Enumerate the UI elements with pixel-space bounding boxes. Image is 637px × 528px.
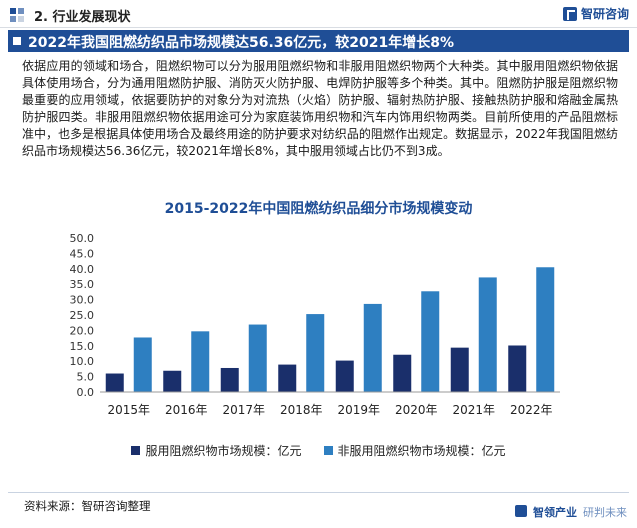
y-tick-label: 50.0: [70, 232, 95, 245]
y-tick-label: 20.0: [70, 324, 95, 337]
bar-apparel: [335, 360, 354, 392]
bar-non-apparel: [536, 267, 555, 392]
y-tick-label: 35.0: [70, 278, 95, 291]
footer-divider: [8, 492, 629, 493]
x-tick-label: 2017年: [222, 403, 265, 417]
page-title: 2022年我国阻燃纺织品市场规模达56.36亿元，较2021年增长8%: [28, 35, 454, 51]
y-tick-label: 40.0: [70, 263, 95, 276]
y-tick-label: 25.0: [70, 309, 95, 322]
decor-square: [10, 16, 16, 22]
y-tick-label: 15.0: [70, 340, 95, 353]
bar-non-apparel: [363, 303, 382, 392]
top-header: 2. 行业发展现状 智研咨询: [0, 0, 637, 28]
chart-title: 2015-2022年中国阻燃纺织品细分市场规模变动: [164, 201, 473, 217]
bar-non-apparel: [248, 324, 267, 392]
x-tick-label: 2018年: [280, 403, 323, 417]
x-tick-label: 2019年: [337, 403, 380, 417]
bar-apparel: [508, 345, 527, 392]
decor-square: [10, 8, 16, 14]
legend-label-non-apparel: 非服用阻燃织物市场规模：亿元: [337, 444, 506, 458]
bar-non-apparel: [421, 291, 440, 392]
body-paragraph: 依据应用的领域和场合，阻燃织物可以分为服用阻燃织物和非服用阻燃织物两个大种类。其…: [22, 59, 618, 158]
brand-name: 智研咨询: [580, 7, 629, 21]
decor-square: [18, 16, 24, 22]
y-tick-label: 30.0: [70, 294, 95, 307]
y-tick-label: 0.0: [77, 386, 95, 399]
legend: 服用阻燃织物市场规模：亿元 非服用阻燃织物市场规模：亿元: [0, 442, 637, 459]
footer-brand-a: 智领产业: [533, 506, 577, 519]
legend-item-apparel: 服用阻燃织物市场规模：亿元: [131, 442, 302, 459]
brand-logo-icon: [562, 6, 577, 21]
x-axis-labels: 2015年 2016年 2017年 2018年 2019年 2020年 2021年 2022年: [107, 403, 552, 417]
legend-swatch-apparel: [131, 446, 141, 455]
bar-non-apparel: [306, 314, 325, 392]
y-tick-label: 5.0: [77, 371, 95, 384]
title-bar: 2022年我国阻燃纺织品市场规模达56.36亿元，较2021年增长8%: [8, 30, 629, 52]
bar-apparel: [105, 373, 124, 392]
bar-chart: 0.0 5.0 10.0 15.0 20.0 25.0 30.0 35.0 40.0 45.0 50…: [70, 232, 560, 417]
x-tick-label: 2022年: [510, 403, 553, 417]
bar-non-apparel: [191, 331, 210, 392]
bars: [105, 267, 555, 392]
title-square-icon: [13, 37, 21, 45]
source-note: 资料来源：智研咨询整理: [24, 499, 151, 513]
legend-label-apparel: 服用阻燃织物市场规模：亿元: [145, 444, 302, 458]
bar-non-apparel: [478, 277, 497, 392]
footer-logo-icon: [515, 505, 527, 517]
x-tick-label: 2021年: [452, 403, 495, 417]
y-tick-label: 45.0: [70, 247, 95, 260]
bar-apparel: [393, 354, 412, 392]
x-tick-label: 2015年: [107, 403, 150, 417]
x-tick-label: 2020年: [395, 403, 438, 417]
bar-apparel: [278, 364, 297, 392]
bar-apparel: [163, 370, 182, 392]
decor-square: [18, 8, 24, 14]
footer-brand-b: 研判未来: [583, 506, 627, 519]
y-axis-labels: 0.0 5.0 10.0 15.0 20.0 25.0 30.0 35.0 40.0 45.0 50…: [70, 232, 95, 399]
footer-brand: 智领产业 研判未来: [515, 504, 627, 520]
legend-swatch-non-apparel: [323, 446, 333, 455]
brand: 智研咨询: [562, 5, 629, 22]
bar-apparel: [220, 367, 239, 392]
bar-non-apparel: [133, 337, 152, 392]
y-tick-label: 10.0: [70, 355, 95, 368]
x-tick-label: 2016年: [165, 403, 208, 417]
legend-item-non-apparel: 非服用阻燃织物市场规模：亿元: [323, 442, 506, 459]
bar-apparel: [450, 347, 469, 392]
section-label: 2. 行业发展现状: [34, 10, 131, 25]
